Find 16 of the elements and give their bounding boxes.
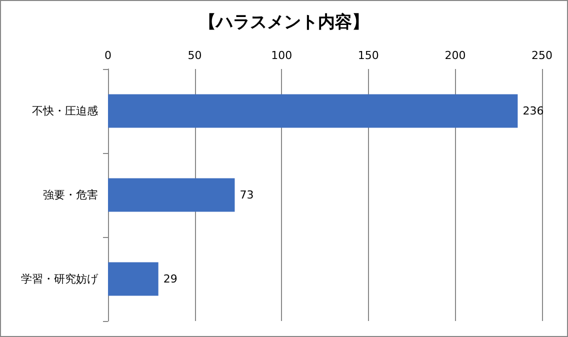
y-tick-label: 学習・研究妨げ bbox=[21, 272, 99, 286]
x-tick-label: 150 bbox=[358, 49, 379, 62]
bar bbox=[108, 94, 518, 128]
data-label: 29 bbox=[163, 272, 178, 286]
x-tick-label: 0 bbox=[104, 49, 112, 62]
data-label: 236 bbox=[522, 104, 544, 118]
x-tick-label: 250 bbox=[532, 49, 552, 62]
x-tick-label: 200 bbox=[444, 49, 466, 62]
y-tick-label: 強要・危害 bbox=[43, 188, 98, 202]
data-label: 73 bbox=[240, 188, 254, 202]
x-tick-label: 50 bbox=[188, 49, 202, 62]
bar bbox=[108, 178, 235, 212]
x-tick-label: 100 bbox=[271, 49, 292, 62]
bar bbox=[108, 262, 158, 296]
chart-title: 【ハラスメント内容】 bbox=[199, 12, 369, 32]
y-tick-label: 不快・圧迫感 bbox=[32, 104, 98, 118]
